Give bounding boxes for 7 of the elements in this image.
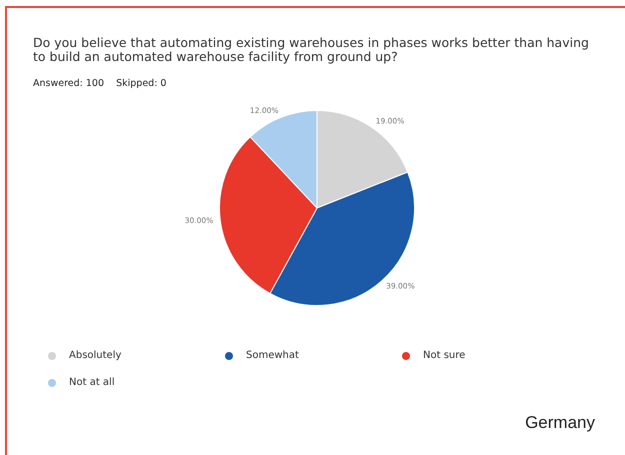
legend-label: Somewhat (246, 350, 299, 361)
chart-subtitle: Answered: 100 Skipped: 0 (33, 78, 166, 89)
legend-label: Not sure (423, 350, 466, 361)
text: Germany (525, 413, 595, 433)
legend-label: Absolutely (69, 350, 122, 361)
chart-title: Do you believe that automating existing warehouses in phases works better than having to build an automated warehouse facility from ground up? (33, 35, 590, 64)
legend-label: Not at all (69, 377, 115, 388)
